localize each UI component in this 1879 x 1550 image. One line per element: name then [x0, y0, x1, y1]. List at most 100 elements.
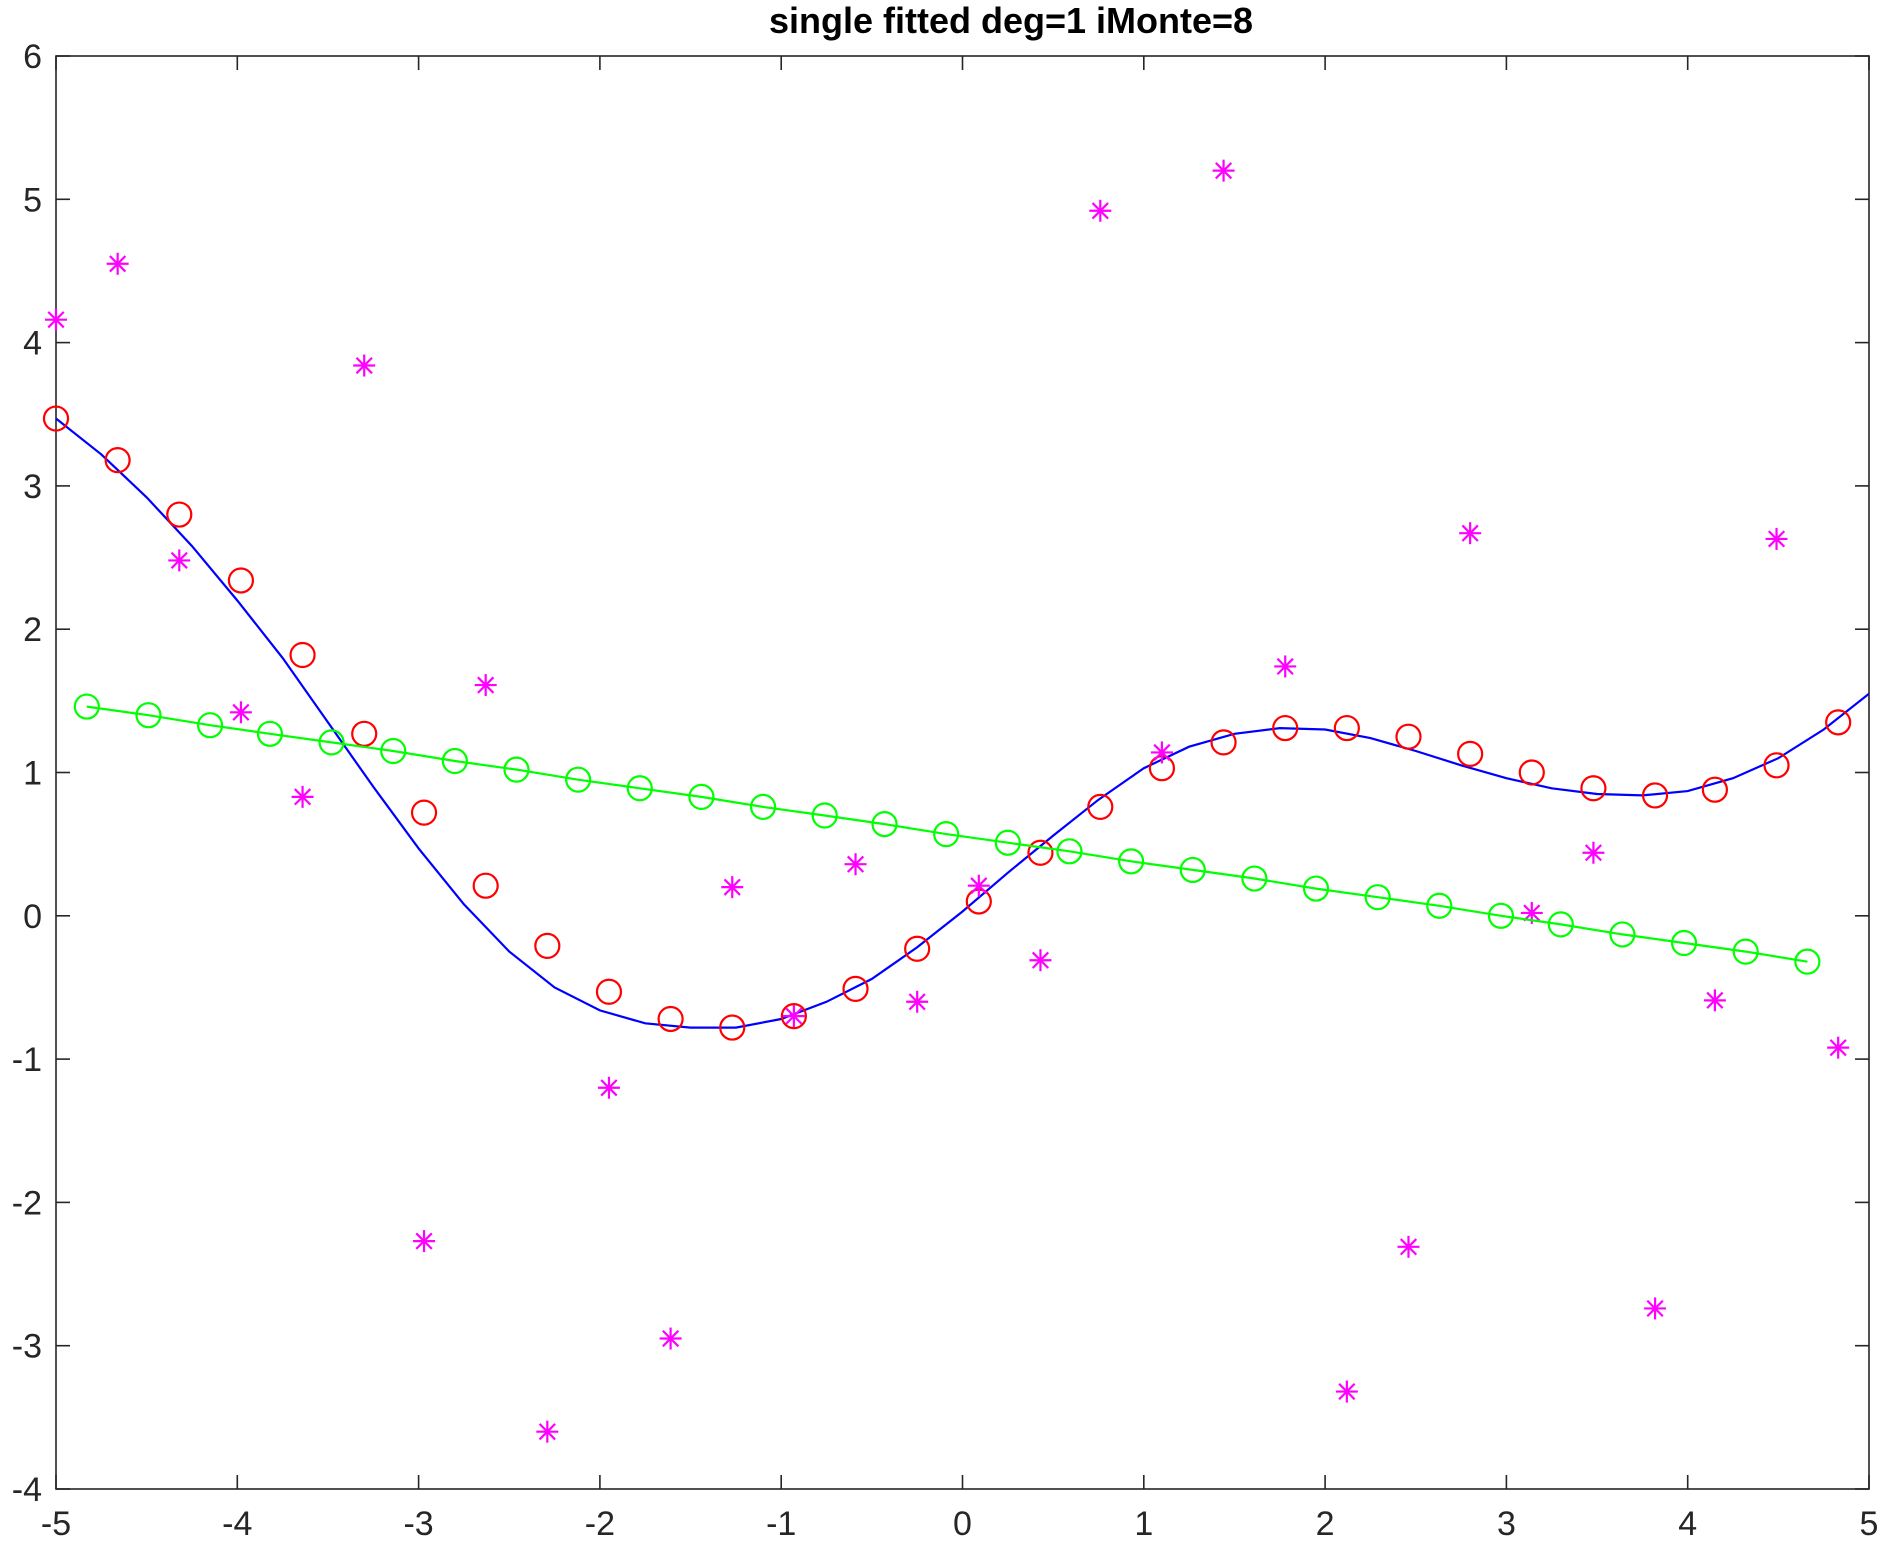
noisy-data-marker [1274, 655, 1297, 678]
fit-samples-marker [534, 932, 561, 959]
linear-fit-marker [1118, 848, 1145, 875]
noisy-data-marker [291, 785, 314, 808]
linear-fit-marker [933, 821, 960, 848]
noisy-data-marker [1335, 1380, 1358, 1403]
linear-fit-marker [1794, 948, 1821, 975]
noisy-data-marker [597, 1076, 620, 1099]
noisy-data-marker [1212, 159, 1235, 182]
x-tick-label: -3 [403, 1505, 433, 1543]
linear-fit-marker [380, 737, 407, 765]
fit-samples-marker [104, 447, 131, 474]
curve-line [55, 417, 1869, 1029]
fit-samples-marker [1457, 740, 1484, 767]
noisy-data-marker [1089, 199, 1112, 222]
fit-samples-marker [227, 567, 255, 594]
fit-samples-marker [1518, 759, 1545, 786]
noisy-data-marker [906, 990, 929, 1013]
noisy-data-marker [967, 874, 990, 897]
fit-samples-marker [595, 978, 623, 1005]
x-tick-label: 3 [1497, 1505, 1516, 1543]
noisy-data-marker [536, 1420, 559, 1443]
fit-samples-marker [719, 1014, 746, 1041]
y-tick-label: -3 [12, 1328, 42, 1366]
fit-samples-marker [1701, 776, 1728, 803]
noisy-data-marker [659, 1327, 682, 1350]
fit-samples-marker [1210, 729, 1237, 756]
y-tick-label: -1 [12, 1041, 42, 1079]
fit-samples-marker [1272, 714, 1299, 742]
linear-fit-marker [197, 712, 224, 739]
y-tick-label: 4 [23, 325, 42, 363]
x-tick-label: 2 [1316, 1505, 1335, 1543]
linear-fit-marker [1732, 938, 1759, 965]
x-tick-label: 0 [953, 1505, 972, 1543]
noisy-data-marker [106, 252, 129, 275]
y-tick-label: 6 [23, 38, 42, 76]
linear-fit-marker [441, 747, 468, 775]
linear-fit-marker [1487, 902, 1515, 929]
y-tick-label: -2 [12, 1184, 42, 1222]
y-tick-label: -4 [12, 1471, 42, 1509]
x-tick-label: 5 [1860, 1505, 1879, 1543]
linear-fit-marker [565, 766, 592, 793]
noisy-data-marker [45, 308, 67, 331]
x-tick-label: 1 [1134, 1505, 1153, 1543]
noisy-data-marker [782, 1005, 805, 1028]
linear-fit-marker [318, 729, 345, 756]
linear-fit-marker [1547, 911, 1574, 938]
noisy-data-marker [1459, 522, 1482, 545]
fit-samples-marker [166, 501, 193, 528]
noisy-data-marker [229, 701, 252, 724]
noisy-data-marker [844, 853, 867, 876]
linear-fit-marker [73, 693, 100, 720]
noisy-data-marker [413, 1230, 436, 1253]
noisy-data-marker [721, 876, 744, 899]
y-tick-label: 0 [23, 898, 42, 936]
linear-fit-marker [811, 802, 838, 829]
linear-fit-marker [1670, 929, 1698, 957]
y-tick-label: 3 [23, 468, 42, 506]
linear-fit-marker [1609, 921, 1636, 948]
noisy-data-marker [1582, 841, 1605, 864]
noisy-data-marker [168, 549, 191, 572]
linear-fit-marker [1364, 884, 1391, 911]
y-tick-label: 1 [23, 755, 42, 793]
fit-samples-marker [1027, 839, 1054, 866]
linear-fit-marker [749, 793, 777, 820]
axes-box [55, 55, 1870, 1490]
fit-samples-marker [1087, 793, 1114, 820]
fit-samples-marker [289, 641, 316, 669]
linear-fit-marker [1302, 875, 1330, 902]
fit-samples-marker [904, 935, 931, 962]
plot-area [42, 159, 1869, 1443]
y-tick-label: 5 [23, 181, 42, 219]
fit-samples-marker [472, 872, 499, 899]
fit-samples-marker [351, 720, 378, 747]
noisy-data-marker [1150, 741, 1173, 764]
x-tick-label: -5 [41, 1505, 71, 1543]
x-tick-label: -4 [222, 1505, 252, 1543]
fit-samples-marker [1825, 709, 1852, 736]
linear-fit-line [86, 705, 1808, 963]
noisy-data-marker [474, 674, 497, 697]
noisy-data-marker [1644, 1297, 1667, 1320]
fit-samples-marker [410, 799, 438, 826]
noisy-data-marker [1397, 1235, 1420, 1258]
linear-fit-marker [688, 783, 715, 810]
y-tick-label: 2 [23, 611, 42, 649]
linear-fit-marker [626, 775, 653, 802]
linear-fit-marker [1056, 838, 1083, 865]
linear-fit-marker [871, 810, 898, 838]
linear-fit-marker [135, 702, 162, 729]
linear-fit-marker [1179, 856, 1206, 884]
fit-samples-marker [42, 405, 70, 432]
linear-fit-marker [1426, 892, 1453, 919]
noisy-data-marker [1765, 527, 1788, 550]
linear-fit-marker [1241, 865, 1268, 892]
x-tick-label: -1 [766, 1505, 796, 1543]
fit-samples-marker [842, 975, 869, 1002]
linear-fit-marker [256, 720, 284, 747]
fit-samples-marker [1763, 752, 1790, 779]
